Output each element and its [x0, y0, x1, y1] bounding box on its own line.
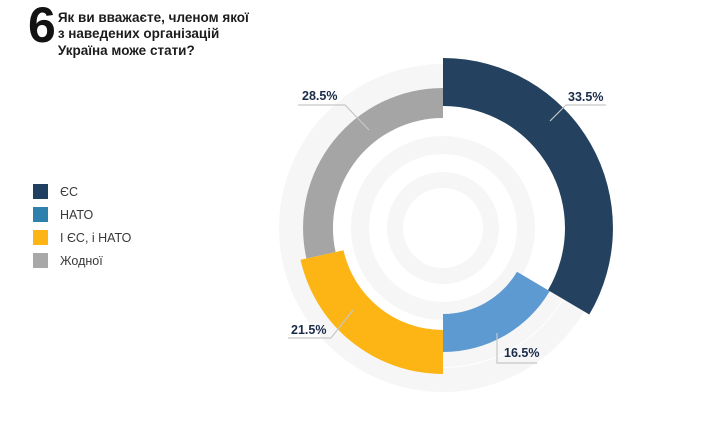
donut-segments	[300, 58, 613, 374]
legend-label-nato: НАТО	[60, 207, 94, 222]
leader-line-both	[288, 309, 354, 339]
legend-swatch-none	[33, 253, 48, 268]
percent-label-nato: 16.5%	[504, 346, 539, 360]
legend-item-nato: НАТО	[33, 207, 131, 222]
percent-label-both: 21.5%	[291, 323, 326, 337]
legend-label-none: Жодної	[60, 253, 103, 268]
question-number: 6	[28, 0, 56, 53]
legend-label-both: І ЄС, і НАТО	[60, 230, 132, 245]
backdrop-ring	[387, 172, 499, 284]
question-header: 6 Як ви вважаєте, членом якої з наведени…	[28, 0, 249, 59]
chart-legend: ЄС НАТО І ЄС, і НАТО Жодної	[33, 184, 131, 276]
percent-label-none: 28.5%	[302, 89, 337, 103]
backdrop-ring	[351, 136, 535, 320]
donut-segment-3	[303, 88, 443, 259]
donut-segment-2	[300, 250, 443, 374]
donut-segment-0	[443, 58, 613, 315]
legend-swatch-both	[33, 230, 48, 245]
legend-swatch-eu	[33, 184, 48, 199]
leader-line-eu	[549, 104, 606, 122]
legend-swatch-nato	[33, 207, 48, 222]
legend-label-eu: ЄС	[60, 184, 79, 199]
leader-line-none	[298, 104, 370, 131]
legend-item-eu: ЄС	[33, 184, 131, 199]
donut-segment-1	[443, 271, 550, 352]
question-title: Як ви вважаєте, членом якої з наведених …	[57, 10, 249, 58]
leader-line-nato	[496, 333, 537, 364]
percent-label-eu: 33.5%	[568, 90, 603, 104]
legend-item-none: Жодної	[33, 253, 131, 268]
legend-item-both: І ЄС, і НАТО	[33, 230, 131, 245]
